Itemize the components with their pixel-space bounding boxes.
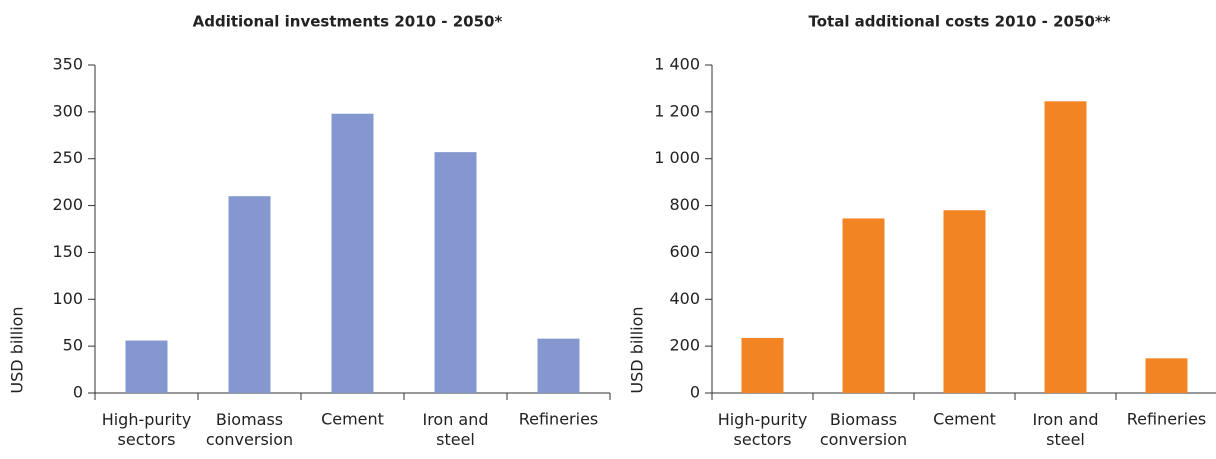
y-tick-label: 250 [52,148,83,167]
y-tick-label: 0 [690,383,700,402]
x-tick-label: Iron and steel [422,410,488,449]
x-tick-label: Cement [933,410,996,429]
x-tick-label: Biomass conversion [206,410,293,449]
bar [1145,358,1188,393]
y-tick-label: 1 000 [654,148,700,167]
y-tick-label: 300 [52,101,83,120]
y-tick-label: 150 [52,242,83,261]
bar [331,113,374,393]
x-tick-label: Cement [321,410,384,429]
x-tick-label: Refineries [519,410,599,429]
y-tick-label: 800 [669,195,700,214]
y-axis-label: USD billion [628,306,647,393]
x-tick-label: High-purity sectors [102,410,192,449]
y-tick-label: 200 [669,336,700,355]
y-tick-label: 400 [669,289,700,308]
y-tick-label: 50 [63,336,83,355]
bar [125,340,168,393]
x-tick-label: High-purity sectors [718,410,808,449]
bar [943,210,986,393]
bar [434,152,477,393]
y-tick-label: 1 200 [654,101,700,120]
y-tick-label: 350 [52,55,83,74]
bar [741,337,784,393]
chart-title: Total additional costs 2010 - 2050** [808,13,1110,31]
bar [842,218,885,393]
x-tick-label: Iron and steel [1032,410,1098,449]
y-tick-label: 1 400 [654,55,700,74]
y-tick-label: 100 [52,289,83,308]
y-tick-label: 0 [73,383,83,402]
chart-title: Additional investments 2010 - 2050* [193,13,503,31]
y-tick-label: 600 [669,242,700,261]
bar [228,196,271,393]
y-axis-label: USD billion [8,306,27,393]
x-tick-label: Biomass conversion [820,410,907,449]
bar [537,338,580,393]
bar [1044,101,1087,394]
x-tick-label: Refineries [1127,410,1207,429]
y-tick-label: 200 [52,195,83,214]
